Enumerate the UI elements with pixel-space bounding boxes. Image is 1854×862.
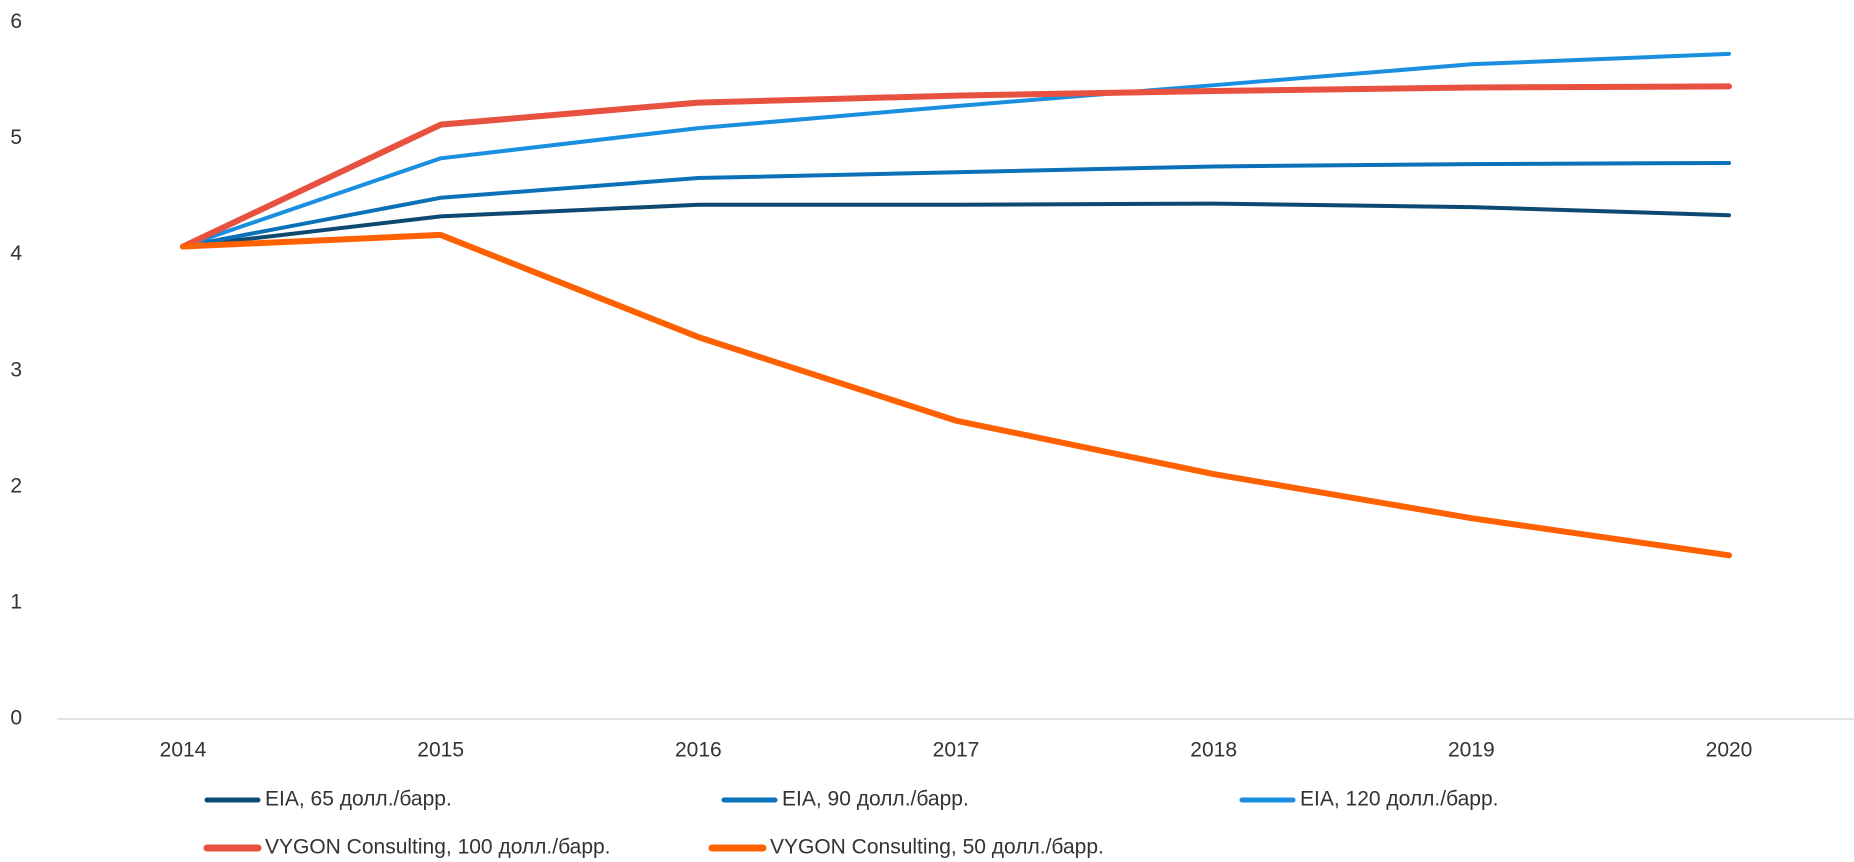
y-tick-label: 6 [10, 10, 22, 33]
x-tick-label: 2015 [417, 739, 464, 762]
y-tick-label: 5 [10, 126, 22, 149]
x-tick-label: 2016 [675, 739, 722, 762]
series-line [180, 231, 1732, 559]
legend-label: VYGON Consulting, 100 долл./барр. [265, 836, 611, 859]
series-line [181, 160, 1731, 249]
legend-label: EIA, 65 долл./барр. [265, 788, 452, 811]
series-line [181, 51, 1731, 249]
y-tick-label: 3 [10, 358, 22, 381]
legend-label: EIA, 120 долл./барр. [1300, 788, 1498, 811]
x-tick-label: 2020 [1706, 739, 1753, 762]
y-tick-label: 0 [10, 707, 22, 730]
y-tick-label: 1 [10, 590, 22, 613]
x-tick-label: 2017 [933, 739, 980, 762]
x-tick-label: 2014 [160, 739, 207, 762]
x-tick-label: 2019 [1448, 739, 1495, 762]
legend-label: EIA, 90 долл./барр. [782, 788, 969, 811]
y-tick-label: 2 [10, 474, 22, 497]
x-tick-label: 2018 [1190, 739, 1237, 762]
legend-label: VYGON Consulting, 50 долл./барр. [770, 836, 1104, 859]
series-line [180, 83, 1732, 250]
series-line [181, 201, 1731, 249]
y-tick-label: 4 [10, 242, 22, 265]
